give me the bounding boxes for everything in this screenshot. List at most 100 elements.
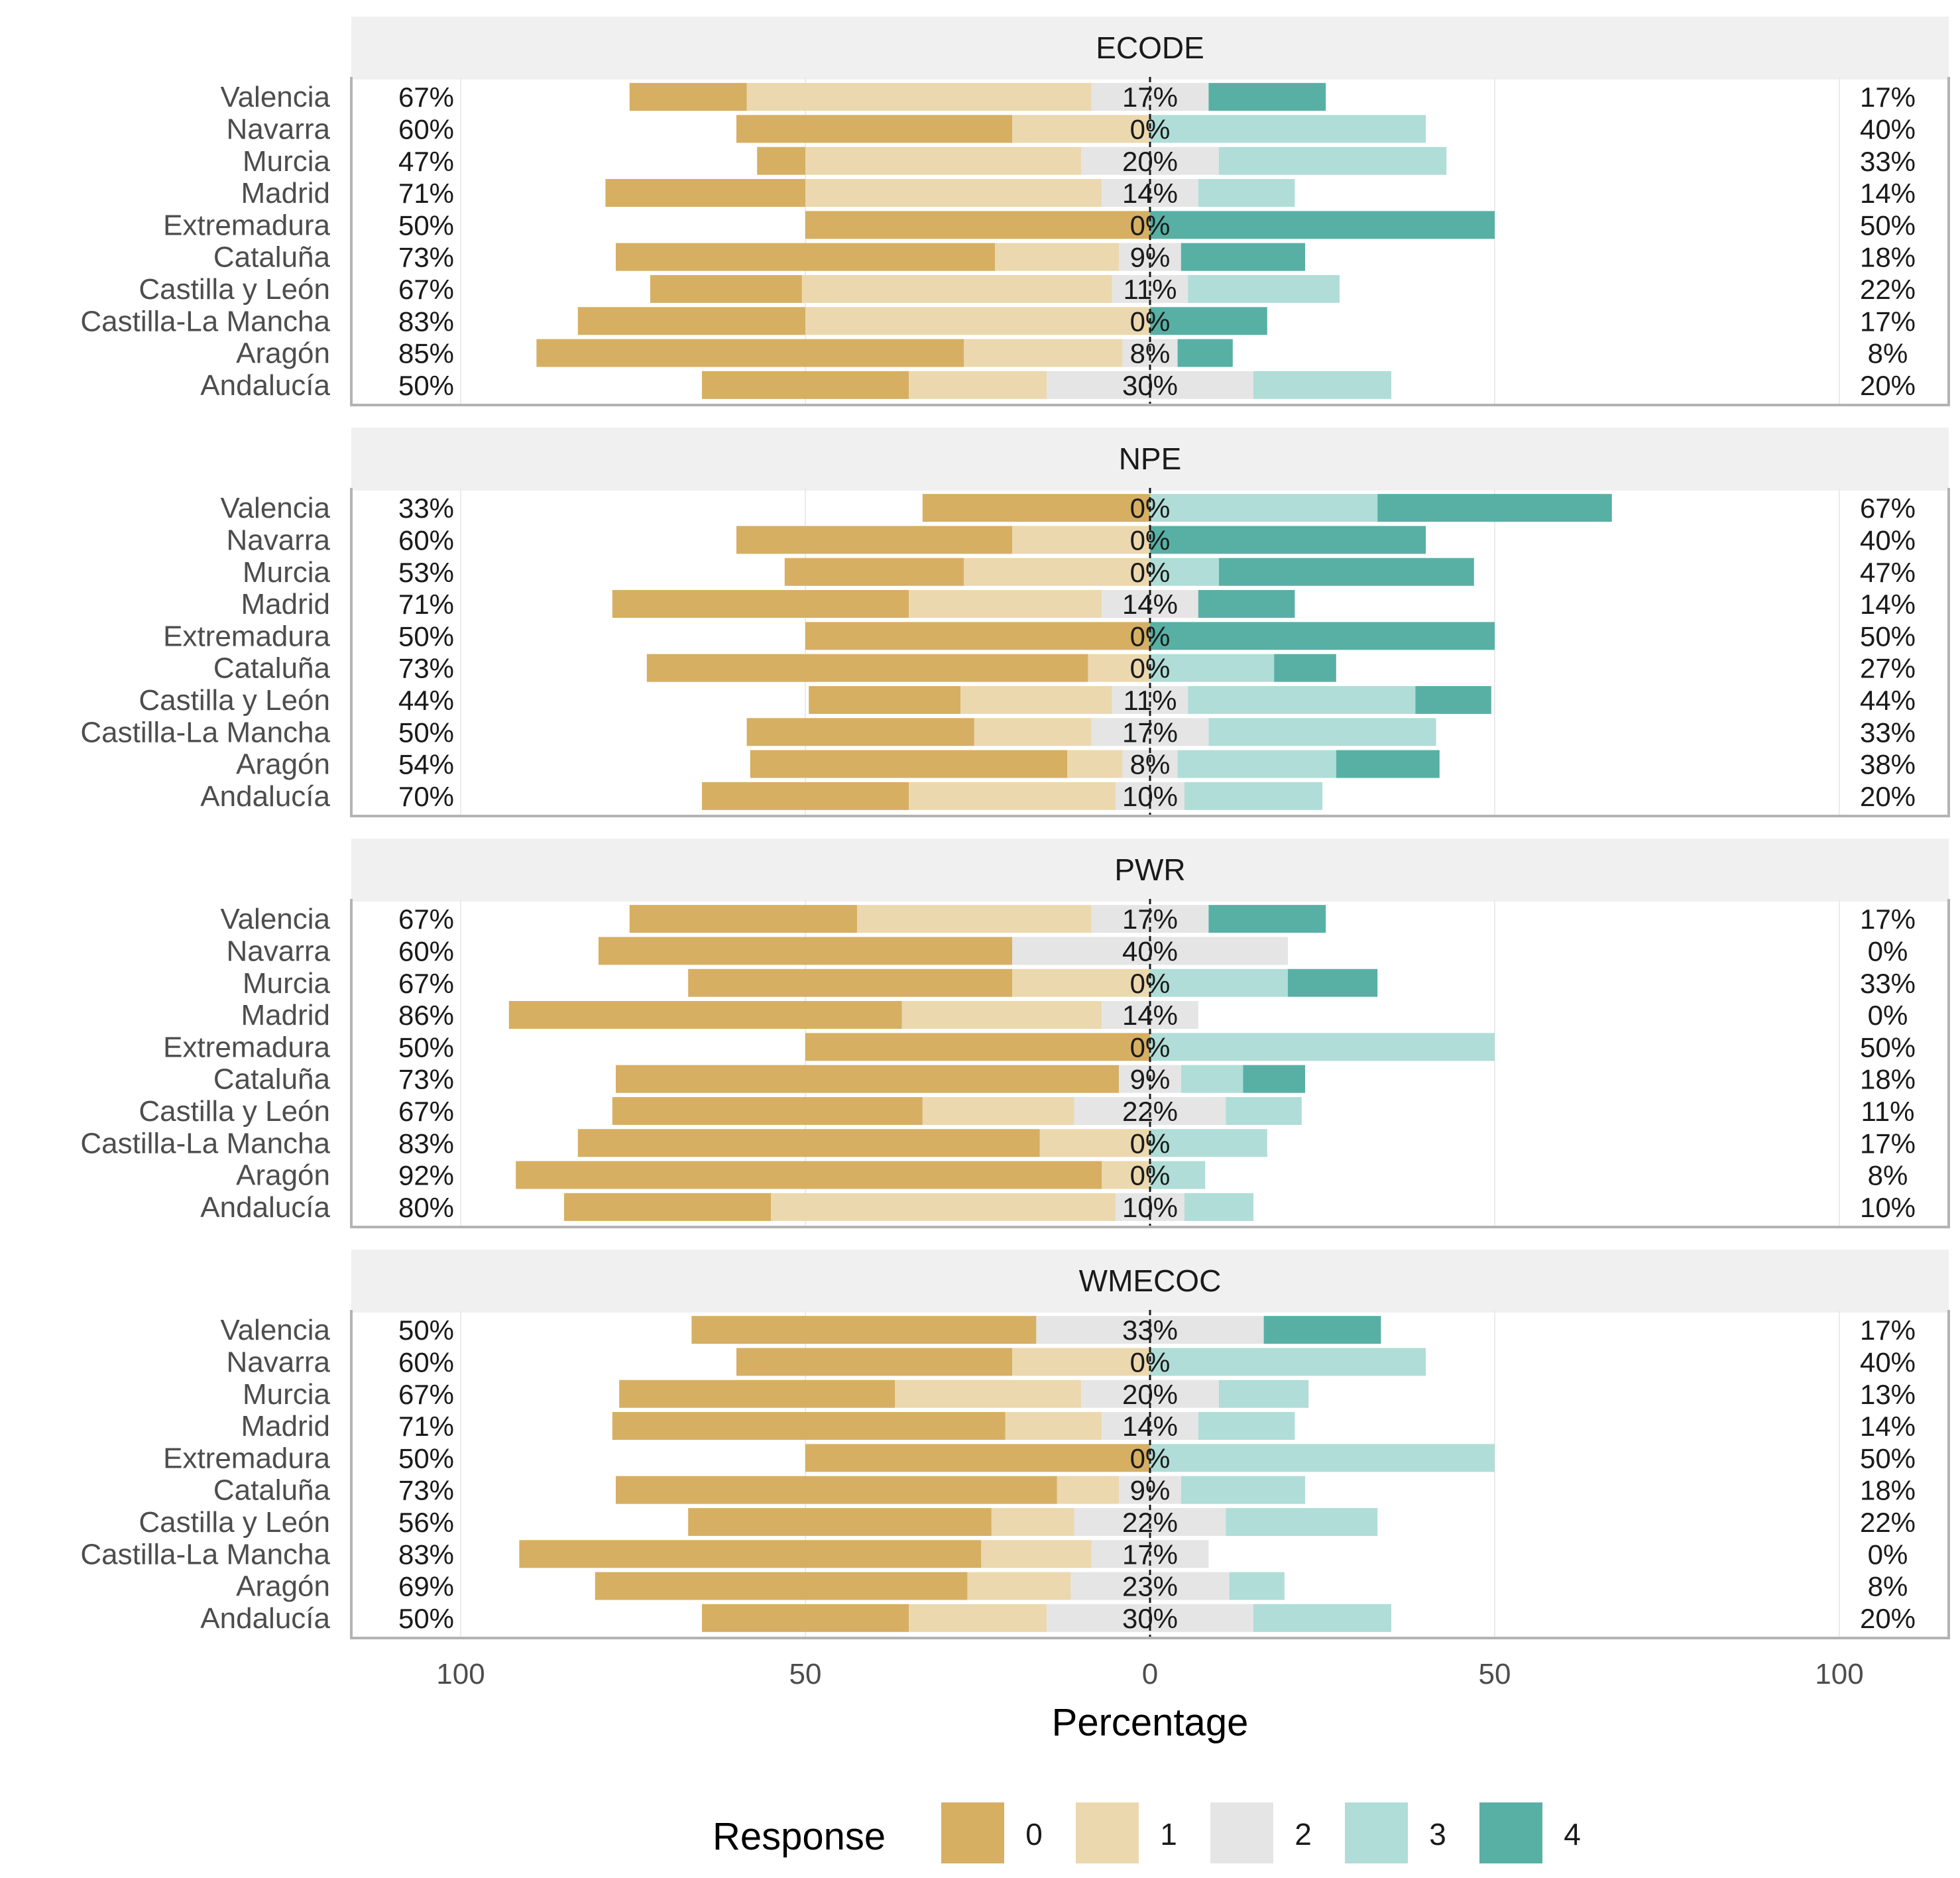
bar-segment-response-2 <box>1012 937 1288 965</box>
bar-row: Navarra 60% 40% 0% <box>227 935 1908 967</box>
right-percent: 47% <box>1860 557 1916 588</box>
bar-row: Madrid 71% 14% 14% <box>241 588 1916 620</box>
panel-border <box>350 488 1950 817</box>
region-label: Murcia <box>243 967 331 1000</box>
right-percent: 13% <box>1860 1379 1916 1410</box>
right-percent: 10% <box>1860 1192 1916 1223</box>
bar-segment-response-3 <box>1198 1412 1295 1440</box>
legend-label: 3 <box>1429 1817 1446 1851</box>
bar-row: Castilla-La Mancha 83% 0% 17% <box>80 1127 1916 1159</box>
region-label: Andalucía <box>200 369 330 402</box>
region-label: Navarra <box>227 935 331 967</box>
region-label: Castilla y León <box>139 273 330 306</box>
bar-segment-response-1 <box>1012 1348 1150 1376</box>
bar-row: Valencia 67% 17% 17% <box>220 903 1916 935</box>
bar-segment-response-2 <box>1112 274 1188 303</box>
facet-title: ECODE <box>1096 30 1204 65</box>
bar-row: Aragón 54% 8% 38% <box>236 748 1916 781</box>
bar-segment-response-4 <box>1150 211 1495 239</box>
bar-row: Valencia 67% 17% 17% <box>220 81 1916 113</box>
left-percent: 71% <box>398 1411 454 1442</box>
bar-segment-response-1 <box>1012 115 1150 143</box>
facet-strip <box>351 428 1949 491</box>
bar-row: Aragón 85% 8% 8% <box>236 337 1908 370</box>
bar-segment-response-0 <box>612 1096 923 1125</box>
bar-row: Murcia 47% 20% 33% <box>243 145 1916 178</box>
x-tick-label: 50 <box>1479 1658 1511 1690</box>
region-label: Cataluña <box>213 1474 331 1507</box>
bar-segment-response-1 <box>909 590 1102 618</box>
facet-strip <box>351 17 1949 80</box>
legend-key-1 <box>1076 1802 1139 1863</box>
right-percent: 17% <box>1860 1315 1916 1346</box>
bar-segment-response-1 <box>805 179 1102 207</box>
left-percent: 50% <box>398 370 454 401</box>
bar-segment-response-3 <box>1181 1476 1305 1504</box>
bar-segment-response-0 <box>536 339 964 367</box>
region-label: Aragón <box>236 748 330 781</box>
right-percent: 8% <box>1868 1160 1908 1191</box>
bar-segment-response-2 <box>1074 1507 1226 1536</box>
bar-segment-response-4 <box>1263 1316 1381 1344</box>
right-percent: 18% <box>1860 242 1916 273</box>
left-percent: 44% <box>398 685 454 716</box>
region-label: Cataluña <box>213 1063 331 1096</box>
right-percent: 22% <box>1860 274 1916 305</box>
left-percent: 47% <box>398 146 454 177</box>
left-percent: 83% <box>398 1128 454 1159</box>
bar-segment-response-1 <box>1067 750 1123 778</box>
bar-segment-response-1 <box>909 1604 1047 1632</box>
facet-strip <box>351 839 1949 902</box>
bar-row: Extremadura 50% 0% 50% <box>163 620 1916 652</box>
facet-title: PWR <box>1114 852 1185 887</box>
legend-key-4 <box>1479 1802 1542 1863</box>
left-percent: 73% <box>398 1064 454 1095</box>
region-label: Extremadura <box>163 1442 330 1474</box>
region-label: Cataluña <box>213 241 331 274</box>
bar-segment-response-4 <box>1150 622 1495 650</box>
right-percent: 11% <box>1861 1096 1915 1127</box>
left-percent: 71% <box>398 589 454 620</box>
bar-row: Castilla y León 67% 22% 11% <box>139 1095 1914 1128</box>
bar-segment-response-1 <box>991 1507 1074 1536</box>
left-percent: 54% <box>398 749 454 780</box>
right-percent: 20% <box>1860 370 1916 401</box>
bar-row: Valencia 50% 33% 17% <box>220 1314 1916 1346</box>
bar-segment-response-3 <box>1150 1129 1267 1157</box>
left-percent: 73% <box>398 1475 454 1506</box>
bar-row: Aragón 92% 0% 8% <box>236 1159 1908 1192</box>
bar-segment-response-1 <box>801 274 1112 303</box>
bar-segment-response-1 <box>995 243 1120 271</box>
bar-segment-response-0 <box>757 147 805 175</box>
bar-segment-response-4 <box>1243 1065 1305 1093</box>
bar-segment-response-2 <box>1070 1572 1230 1600</box>
bar-segment-response-4 <box>1415 685 1491 714</box>
bar-segment-response-0 <box>805 211 1150 239</box>
bar-segment-response-0 <box>688 1507 992 1536</box>
bar-segment-response-3 <box>1226 1507 1378 1536</box>
bar-row: Andalucía 50% 30% 20% <box>200 369 1916 402</box>
bar-segment-response-0 <box>736 1348 1012 1376</box>
left-percent: 80% <box>398 1192 454 1223</box>
region-label: Murcia <box>243 1378 331 1411</box>
bar-row: Castilla y León 44% 11% 44% <box>139 684 1916 717</box>
left-percent: 67% <box>398 82 454 113</box>
bar-row: Castilla-La Mancha 83% 17% 0% <box>80 1538 1908 1570</box>
legend-label: 1 <box>1160 1817 1177 1851</box>
right-percent: 40% <box>1860 524 1916 556</box>
bar-segment-response-2 <box>1074 1096 1226 1125</box>
left-percent: 73% <box>398 653 454 684</box>
right-percent: 50% <box>1860 209 1916 241</box>
right-percent: 44% <box>1860 685 1916 716</box>
legend-label: 2 <box>1295 1817 1312 1851</box>
bar-row: Aragón 69% 23% 8% <box>236 1570 1908 1603</box>
left-percent: 73% <box>398 242 454 273</box>
bar-row: Andalucía 70% 10% 20% <box>200 780 1916 813</box>
bar-segment-response-0 <box>750 750 1068 778</box>
bar-row: Extremadura 50% 0% 50% <box>163 1442 1916 1474</box>
bar-segment-response-4 <box>1274 654 1336 682</box>
bar-segment-response-3 <box>1198 179 1295 207</box>
left-percent: 85% <box>398 338 454 369</box>
